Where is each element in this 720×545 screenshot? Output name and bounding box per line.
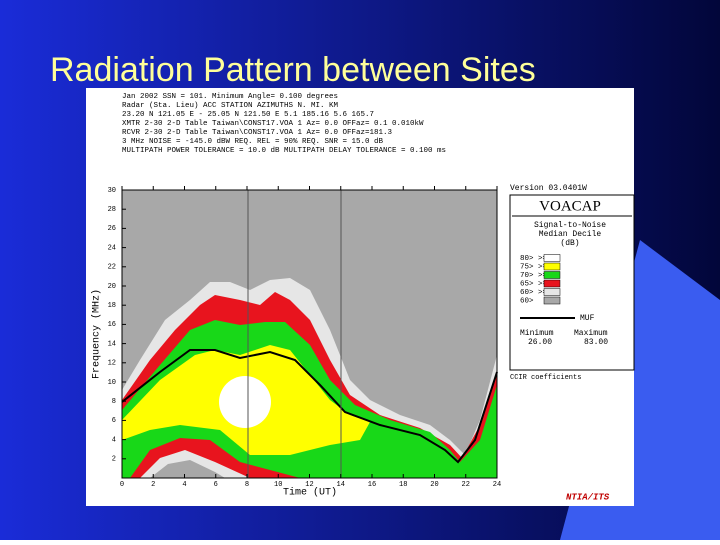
y-tick-label: 16: [108, 321, 116, 329]
y-tick-label: 28: [108, 206, 116, 214]
y-tick-label: 20: [108, 283, 116, 291]
x-tick-label: 2: [151, 481, 155, 489]
x-tick-label: 20: [430, 481, 438, 489]
y-tick-label: 6: [112, 417, 116, 425]
header-line: RCVR 2-30 2-D Table Taiwan\CONST17.VOA 1…: [122, 129, 393, 137]
y-tick-label: 22: [108, 264, 116, 272]
y-tick-label: 18: [108, 302, 116, 310]
x-tick-label: 0: [120, 481, 124, 489]
legend-title: Median Decile: [539, 230, 602, 239]
y-axis-label: Frequency (MHz): [91, 289, 103, 379]
legend-row: 60>: [520, 297, 534, 305]
x-tick-label: 4: [182, 481, 186, 489]
header-line: MULTIPATH POWER TOLERANCE = 10.0 dB MULT…: [122, 147, 446, 155]
y-tick-label: 26: [108, 225, 116, 233]
x-tick-label: 6: [214, 481, 218, 489]
min-value: 26.00: [528, 338, 552, 347]
legend-title: Signal-to-Noise: [534, 221, 606, 230]
header-line: 3 MHz NOISE = -145.0 dBW REQ. REL = 90% …: [122, 138, 384, 146]
x-tick-label: 8: [245, 481, 249, 489]
x-tick-label: 18: [399, 481, 407, 489]
footer: NTIA/ITS: [566, 492, 610, 502]
legend-panel: Version 03.0401W VOACAP Signal-to-NoiseM…: [509, 184, 635, 502]
legend-row: 65> >= 65: [520, 280, 561, 288]
legend-swatch: [543, 288, 561, 296]
y-tick-label: 4: [112, 436, 116, 444]
legend-swatch: [543, 254, 561, 262]
muf-label: MUF: [580, 314, 595, 323]
legend-row: 75> >= 75: [520, 263, 561, 271]
max-value: 83.00: [584, 338, 608, 347]
header-line: 23.20 N 121.05 E - 25.05 N 121.50 E 5.1 …: [122, 111, 374, 119]
brand: VOACAP: [539, 198, 601, 214]
plot-area: Frequency (MHz) Time (UT): [91, 189, 498, 499]
y-tick-label: 2: [112, 456, 116, 464]
header-line: Jan 2002 SSN = 101. Minimum Angle= 0.100…: [122, 93, 338, 101]
header-line: XMTR 2-30 2-D Table Taiwan\CONST17.VOA 1…: [122, 120, 424, 128]
x-tick-label: 22: [462, 481, 470, 489]
max-label: Maximum: [574, 329, 608, 338]
y-tick-label: 10: [108, 379, 116, 387]
legend-swatch: [543, 262, 561, 271]
contour-low-bg: [150, 460, 225, 478]
slide-title: Radiation Pattern between Sites: [50, 51, 536, 89]
contour-80: [219, 376, 271, 428]
legend-row: 60> >= 60: [520, 289, 561, 297]
legend-box: [509, 194, 635, 371]
legend-title: (dB): [560, 239, 579, 248]
legend-swatch: [543, 279, 561, 288]
legend-swatch: [543, 271, 561, 279]
header-line: Radar (Sta. Lieu) ACC STATION AZIMUTHS N…: [122, 102, 339, 110]
legend-row: 70> >= 70: [520, 272, 561, 280]
x-tick-label: 16: [368, 481, 376, 489]
coefficients: CCIR coefficients: [510, 374, 581, 382]
y-tick-label: 12: [108, 360, 116, 368]
x-tick-label: 12: [305, 481, 313, 489]
version: Version 03.0401W: [510, 184, 587, 193]
y-tick-label: 30: [108, 187, 116, 195]
x-tick-label: 14: [337, 481, 345, 489]
x-tick-label: 24: [493, 481, 501, 489]
y-tick-label: 8: [112, 398, 116, 406]
min-label: Minimum: [520, 329, 554, 338]
x-tick-label: 10: [274, 481, 282, 489]
header: Jan 2002 SSN = 101. Minimum Angle= 0.100…: [122, 93, 446, 155]
legend-row: 80> >= 80: [520, 255, 561, 263]
y-tick-label: 24: [108, 244, 116, 252]
muf-line: [121, 349, 498, 464]
x-axis-label: Time (UT): [283, 487, 337, 499]
legend-swatch: [543, 296, 561, 305]
y-tick-label: 14: [108, 340, 116, 348]
